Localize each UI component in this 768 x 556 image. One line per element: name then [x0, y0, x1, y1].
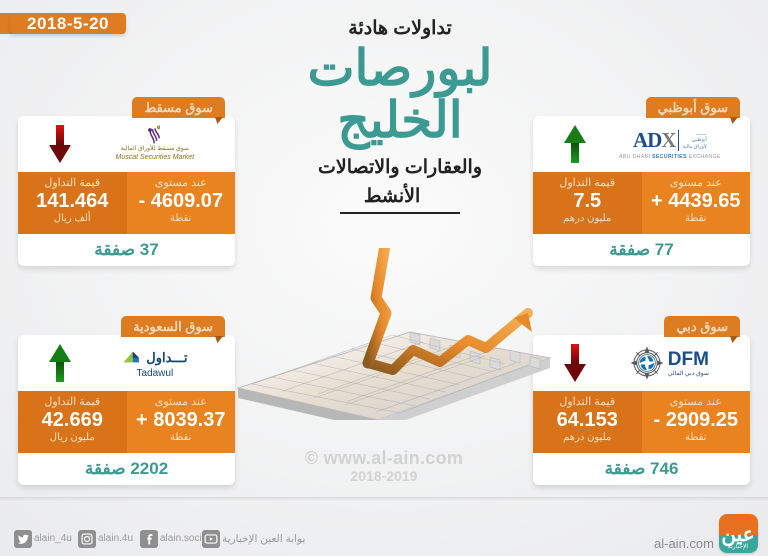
svg-text:الإخبارية: الإخبارية — [728, 543, 749, 550]
